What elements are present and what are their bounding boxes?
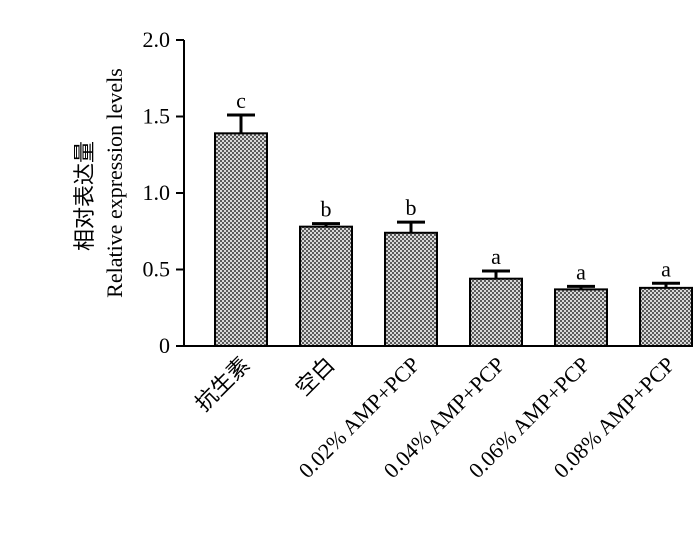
- bar: [554, 288, 608, 348]
- y-tick-label: 0: [159, 333, 170, 358]
- significance-label: a: [491, 244, 501, 269]
- bar: [299, 225, 353, 347]
- y-tick-label: 0.5: [143, 257, 171, 282]
- bar: [214, 132, 268, 347]
- significance-label: b: [321, 197, 332, 222]
- y-tick-label: 2.0: [143, 27, 171, 52]
- y-tick-label: 1.5: [143, 104, 171, 129]
- y-tick-label: 1.0: [143, 180, 171, 205]
- bar: [384, 231, 438, 347]
- bar: [469, 277, 523, 347]
- significance-label: b: [406, 195, 417, 220]
- category-label: 空白: [291, 352, 340, 401]
- category-label: 抗生素: [190, 352, 254, 416]
- significance-label: c: [236, 88, 246, 113]
- y-axis-title-chinese: 相对表达量: [72, 141, 97, 251]
- bar: [639, 286, 693, 347]
- y-axis-title-english: Relative expression levels: [102, 68, 127, 298]
- significance-label: a: [661, 256, 671, 281]
- significance-label: a: [576, 259, 586, 284]
